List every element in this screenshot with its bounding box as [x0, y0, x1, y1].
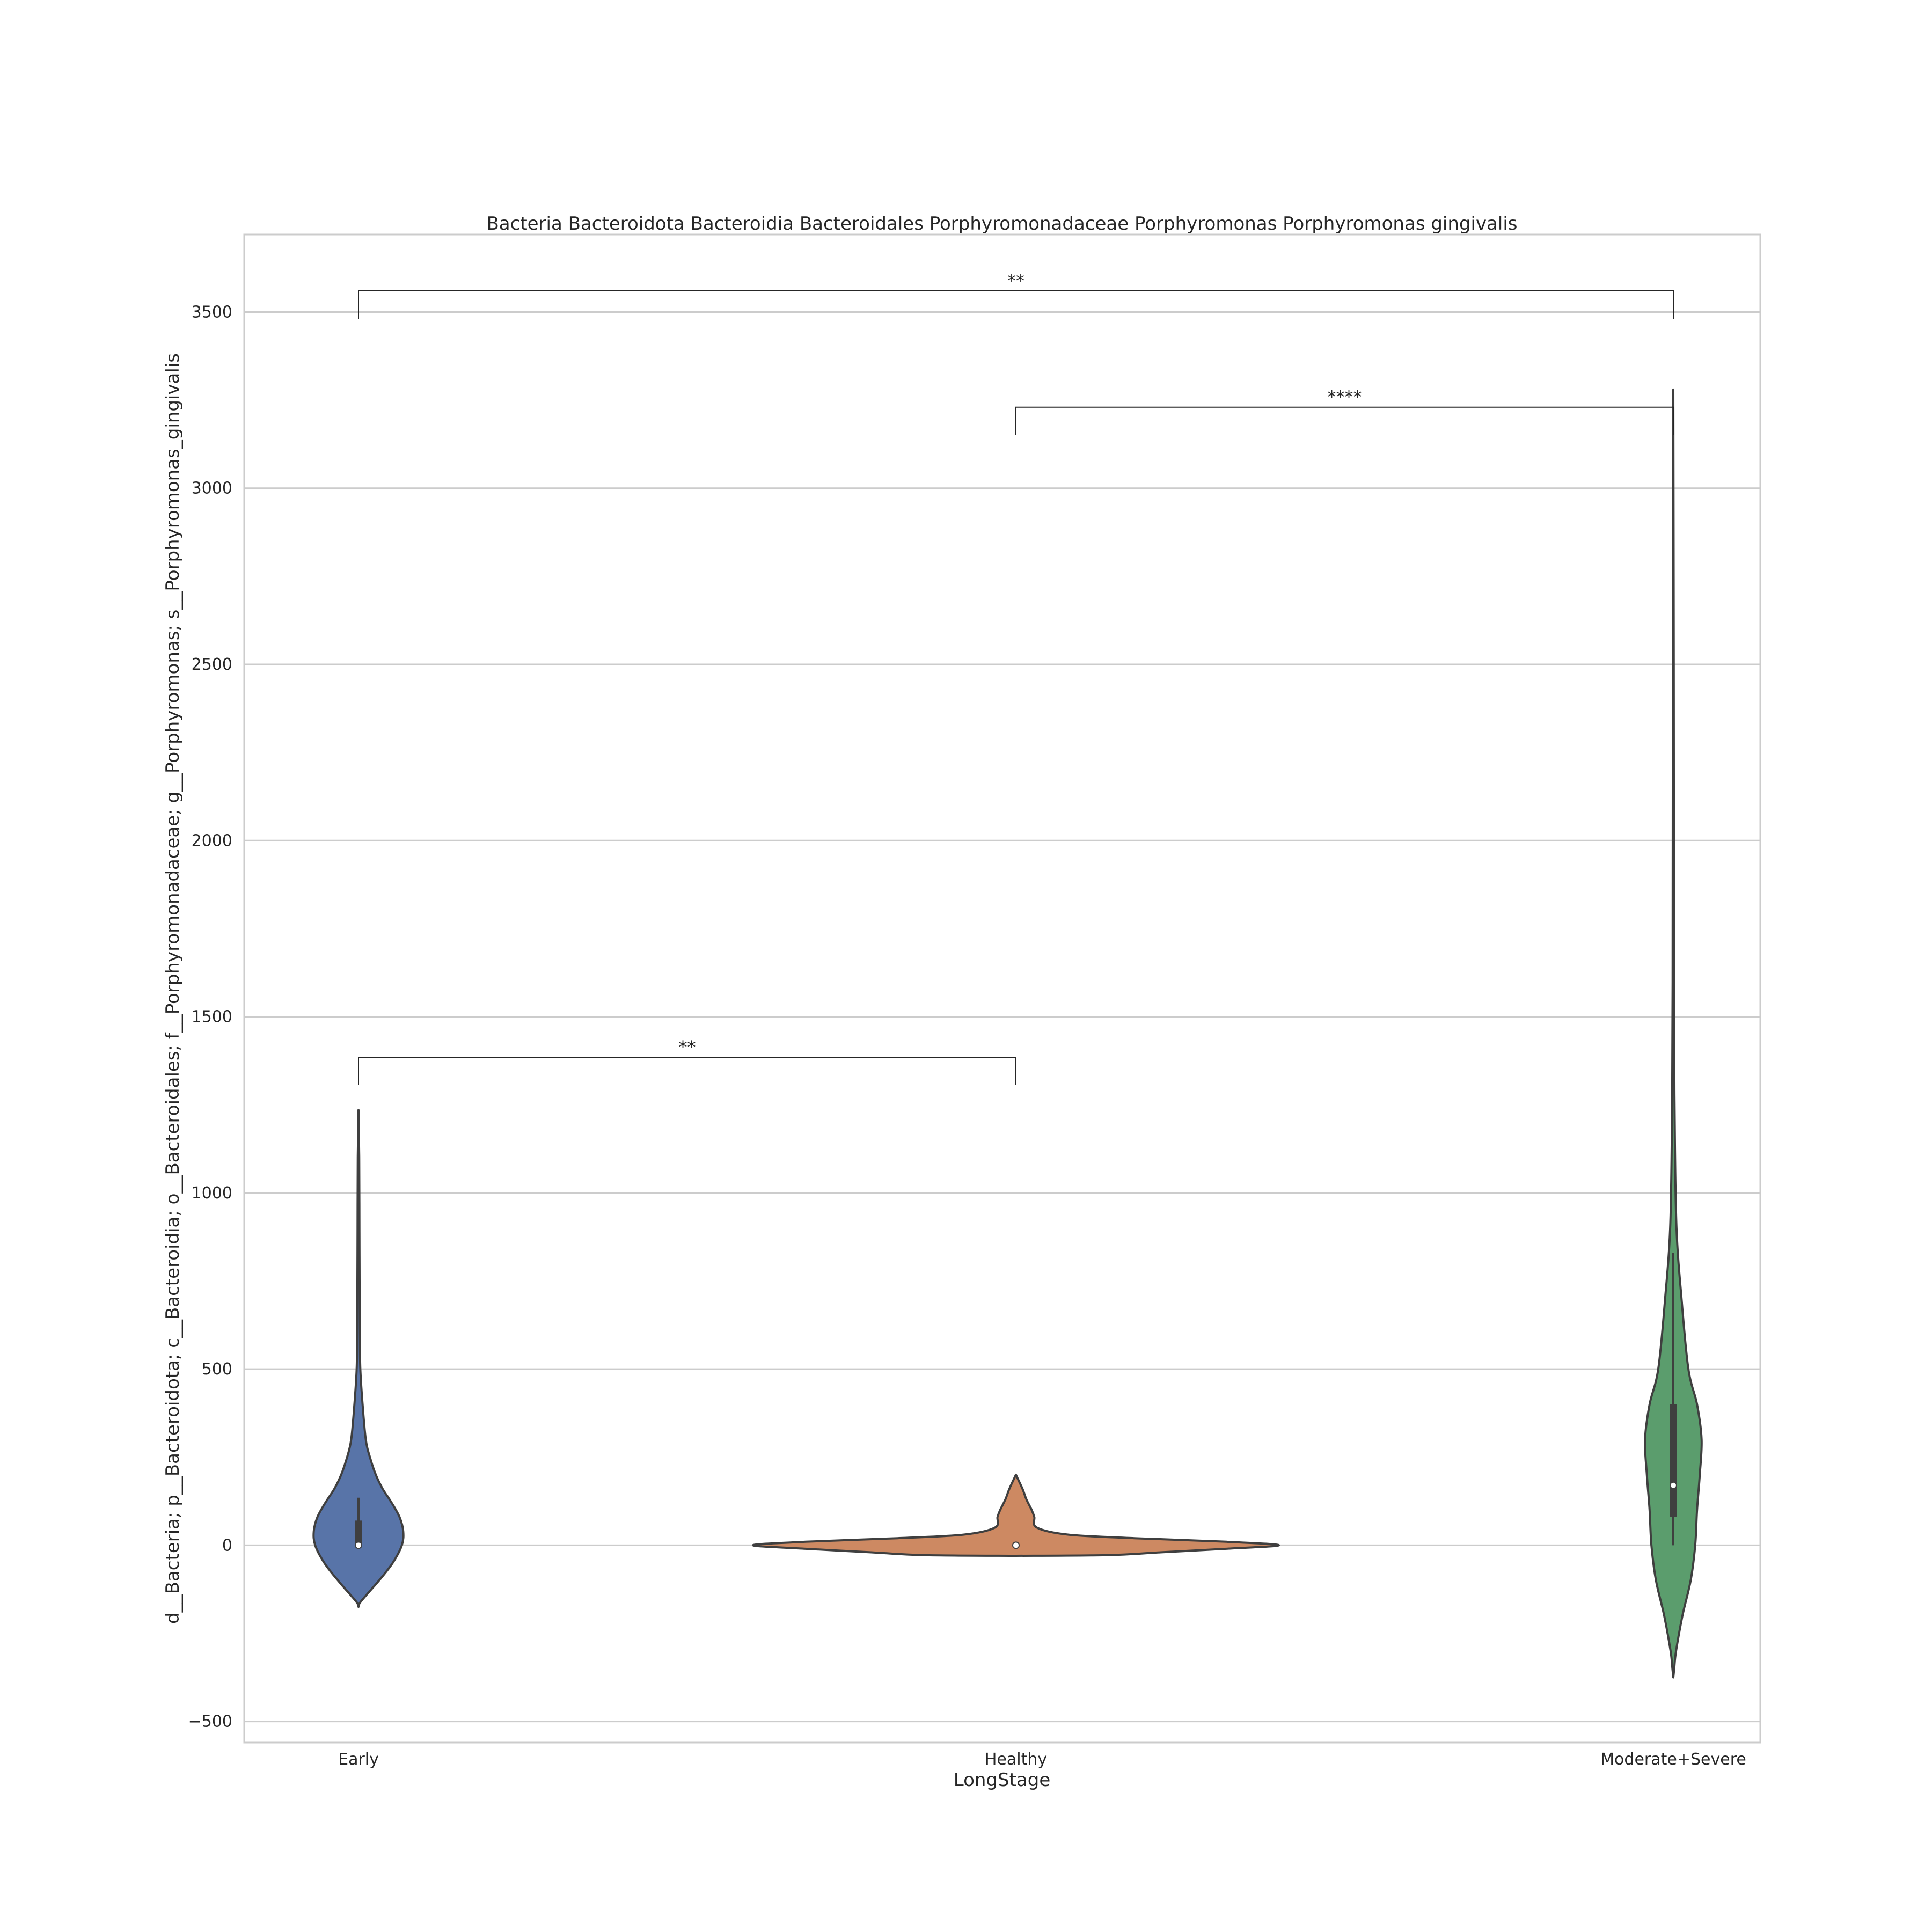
violin-body	[312, 1109, 405, 1608]
x-tick-label: Moderate+Severe	[1600, 1750, 1746, 1769]
significance-label: **	[679, 1037, 696, 1057]
violin-body	[1644, 388, 1703, 1679]
y-tick-label: 3000	[192, 479, 232, 498]
violin-body	[752, 1474, 1280, 1557]
y-tick-label: 2000	[192, 831, 232, 850]
x-tick-label: Early	[338, 1750, 379, 1769]
median-dot	[1670, 1481, 1677, 1489]
significance-bracket: **	[358, 1037, 1016, 1086]
y-tick-label: 0	[222, 1536, 232, 1555]
significance-bracket: **	[358, 270, 1674, 319]
x-axis-label: LongStage	[954, 1769, 1051, 1791]
x-tick-labels: Early Healthy Moderate+Severe	[338, 1750, 1746, 1769]
bracket-line	[1015, 406, 1674, 435]
significance-annotations: ********	[358, 270, 1674, 1086]
violin-early	[312, 1109, 405, 1608]
y-tick-label: −500	[188, 1713, 232, 1731]
y-tick-labels: −500 0 500 1000 1500 2000 2500 3000 3500	[188, 303, 232, 1731]
y-tick-label: 1500	[192, 1008, 232, 1027]
plot-frame	[243, 233, 1761, 1744]
chart-title: Bacteria Bacteroidota Bacteroidia Bacter…	[486, 213, 1517, 235]
bracket-line	[358, 290, 1674, 319]
violin-healthy	[752, 1474, 1280, 1557]
grid-lines	[244, 311, 1760, 1723]
median-dot	[355, 1541, 362, 1549]
violin-moderate-severe	[1644, 388, 1703, 1679]
y-tick-label: 1000	[192, 1184, 232, 1203]
significance-label: ****	[1328, 387, 1362, 407]
y-tick-label: 500	[202, 1360, 232, 1379]
significance-label: **	[1007, 270, 1024, 291]
y-tick-label: 3500	[192, 303, 232, 321]
x-tick-label: Healthy	[985, 1750, 1047, 1769]
significance-bracket: ****	[1015, 387, 1674, 435]
y-tick-label: 2500	[192, 655, 232, 674]
bracket-line	[358, 1057, 1016, 1086]
median-dot	[1012, 1541, 1020, 1549]
y-axis-label: d__Bacteria; p__Bacteroidota; c__Bactero…	[162, 353, 184, 1624]
violins	[312, 388, 1703, 1679]
